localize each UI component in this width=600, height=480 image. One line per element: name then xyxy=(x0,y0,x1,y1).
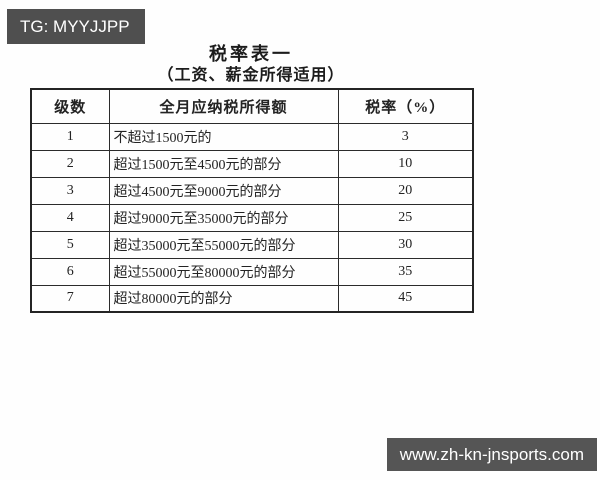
cell-income-bracket: 不超过1500元的 xyxy=(108,122,339,151)
website-watermark-badge: www.zh-kn-jnsports.com xyxy=(386,438,597,471)
cell-tax-rate: 10 xyxy=(337,149,474,178)
cell-level: 1 xyxy=(30,122,110,151)
cell-income-bracket: 超过9000元至35000元的部分 xyxy=(108,203,339,232)
cell-income-bracket: 超过80000元的部分 xyxy=(108,284,339,313)
column-header-income: 全月应纳税所得额 xyxy=(108,88,339,124)
table-row: 1 不超过1500元的 3 xyxy=(30,122,474,151)
table-row: 3 超过4500元至9000元的部分 20 xyxy=(30,176,474,205)
table-header-row: 级数 全月应纳税所得额 税率（%） xyxy=(30,88,474,124)
cell-tax-rate: 3 xyxy=(337,122,474,151)
cell-tax-rate: 45 xyxy=(337,284,474,313)
cell-income-bracket: 超过55000元至80000元的部分 xyxy=(108,257,339,286)
tax-rate-table: 级数 全月应纳税所得额 税率（%） 1 不超过1500元的 3 2 超过1500… xyxy=(30,88,474,313)
table-title: 税率表一 xyxy=(209,44,293,64)
cell-level: 5 xyxy=(30,230,110,259)
column-header-rate: 税率（%） xyxy=(337,88,474,124)
title-block: 税率表一 （工资、薪金所得适用） xyxy=(30,44,472,86)
table-row: 2 超过1500元至4500元的部分 10 xyxy=(30,149,474,178)
table-subtitle: （工资、薪金所得适用） xyxy=(157,67,345,84)
table-row: 6 超过55000元至80000元的部分 35 xyxy=(30,257,474,286)
cell-tax-rate: 20 xyxy=(337,176,474,205)
table-row: 5 超过35000元至55000元的部分 30 xyxy=(30,230,474,259)
cell-level: 3 xyxy=(30,176,110,205)
table-row: 7 超过80000元的部分 45 xyxy=(30,284,474,313)
cell-level: 2 xyxy=(30,149,110,178)
cell-level: 7 xyxy=(30,284,110,313)
cell-tax-rate: 25 xyxy=(337,203,474,232)
cell-level: 4 xyxy=(30,203,110,232)
column-header-level: 级数 xyxy=(30,88,110,124)
cell-income-bracket: 超过1500元至4500元的部分 xyxy=(108,149,339,178)
cell-tax-rate: 30 xyxy=(337,230,474,259)
telegram-watermark-badge: TG: MYYJJPP xyxy=(7,9,145,44)
cell-tax-rate: 35 xyxy=(337,257,474,286)
cell-income-bracket: 超过35000元至55000元的部分 xyxy=(108,230,339,259)
cell-level: 6 xyxy=(30,257,110,286)
table-row: 4 超过9000元至35000元的部分 25 xyxy=(30,203,474,232)
cell-income-bracket: 超过4500元至9000元的部分 xyxy=(108,176,339,205)
